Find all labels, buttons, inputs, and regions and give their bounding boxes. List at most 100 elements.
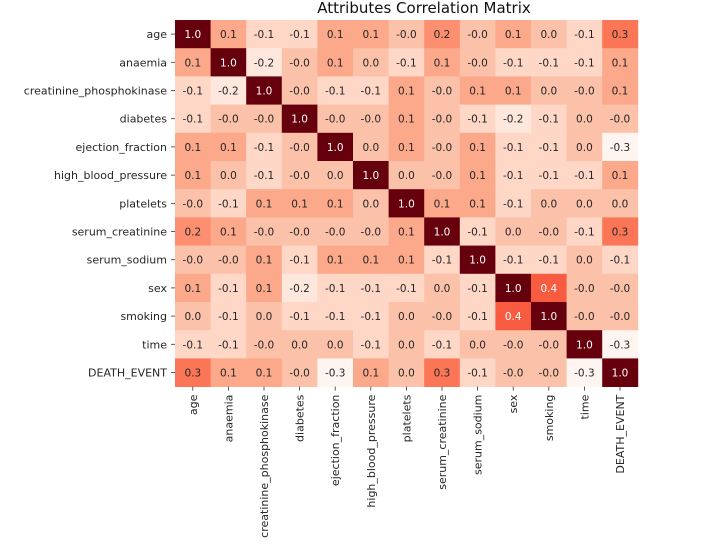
cell-value-label: -0.0 <box>574 86 595 98</box>
cell-value-label: 0.1 <box>398 114 415 126</box>
heatmap-cell <box>317 104 354 134</box>
heatmap-cell <box>210 245 247 275</box>
x-tick-label: creatinine_phosphokinase <box>258 394 271 537</box>
heatmap-cell <box>424 302 461 331</box>
cell-value-label: 0.1 <box>256 255 273 267</box>
heatmap-cell <box>424 330 461 359</box>
heatmap-cell <box>281 217 318 246</box>
heatmap-cell <box>459 20 496 49</box>
cell-value-label: -0.0 <box>218 114 239 126</box>
cell-value-label: -0.0 <box>539 227 560 239</box>
heatmap-cell <box>602 330 639 359</box>
cell-value-label: -0.1 <box>183 86 204 98</box>
y-tick-label: DEATH_EVENT <box>88 367 167 380</box>
heatmap-cell <box>459 76 496 105</box>
heatmap-cell <box>175 358 211 387</box>
cell-value-label: -0.0 <box>289 86 310 98</box>
heatmap-cell <box>566 132 603 162</box>
cell-value-label: 0.0 <box>540 198 557 210</box>
heatmap-cell <box>459 245 496 275</box>
heatmap-cell <box>281 330 318 359</box>
heatmap-cell <box>281 245 318 275</box>
heatmap-cell <box>566 189 603 218</box>
heatmap-cell <box>602 189 639 218</box>
cell-value-label: -0.2 <box>254 57 275 69</box>
cell-value-label: 0.1 <box>327 255 344 267</box>
heatmap-cell <box>281 189 318 218</box>
heatmap-cell <box>353 76 389 105</box>
heatmap-cell <box>353 302 389 331</box>
heatmap-cell <box>602 302 639 331</box>
heatmap-cell <box>210 358 247 387</box>
cell-value-label: -0.1 <box>539 57 560 69</box>
heatmap-cell <box>246 273 283 303</box>
x-tick-label: serum_sodium <box>472 395 485 475</box>
cell-value-label: -0.1 <box>574 29 595 41</box>
cell-value-label: -0.1 <box>254 29 275 41</box>
y-tick-label: time <box>142 338 167 351</box>
heatmap-cell <box>602 161 639 190</box>
cell-value-label: -0.1 <box>218 311 239 323</box>
cell-value-label: -0.1 <box>361 311 382 323</box>
cell-value-label: -0.1 <box>467 227 488 239</box>
cell-value-label: 0.1 <box>327 57 344 69</box>
cell-value-label: -0.0 <box>432 142 453 154</box>
cell-value-label: 0.3 <box>612 29 629 41</box>
cell-value-label: -0.1 <box>503 198 524 210</box>
cell-value-label: 0.0 <box>184 311 201 323</box>
heatmap-cell <box>388 273 425 303</box>
heatmap-cell <box>531 330 567 359</box>
heatmap-cell <box>175 217 211 246</box>
heatmap-cell <box>424 76 461 105</box>
heatmap-cell <box>495 132 532 162</box>
y-tick-label: ejection_fraction <box>76 141 167 154</box>
heatmap-cell <box>210 273 247 303</box>
heatmap-cell <box>531 20 567 49</box>
cell-value-label: 1.0 <box>256 86 273 98</box>
heatmap-cell <box>531 302 567 331</box>
cell-value-label: -0.1 <box>432 255 453 267</box>
cell-value-label: -0.0 <box>610 114 631 126</box>
cell-value-label: -0.1 <box>503 255 524 267</box>
heatmap-cell <box>353 189 389 218</box>
heatmap-cell <box>175 189 211 218</box>
heatmap-cell <box>459 330 496 359</box>
heatmap-cell <box>495 273 532 303</box>
heatmap-cell <box>317 76 354 105</box>
x-tick-label: diabetes <box>294 394 307 442</box>
heatmap-cell <box>388 104 425 134</box>
cell-value-label: -0.1 <box>467 368 488 380</box>
heatmap-cell <box>246 20 283 49</box>
heatmap-cell <box>495 189 532 218</box>
cell-value-label: -0.1 <box>289 255 310 267</box>
heatmap-cell <box>246 330 283 359</box>
heatmap-cells: 1.0 0.1 -0.1 -0.1 0.1 0.1 -0.0 0.2 -0.0 0.1 0.0 -0.… <box>175 20 639 387</box>
heatmap-cell <box>175 245 211 275</box>
y-tick-label: age <box>147 28 168 41</box>
heatmap-cell <box>495 358 532 387</box>
cell-value-label: 0.0 <box>362 142 379 154</box>
x-tick-label: high_blood_pressure <box>365 394 378 507</box>
heatmap-cell <box>388 161 425 190</box>
heatmap-cell <box>424 20 461 49</box>
heatmap-cell <box>424 358 461 387</box>
cell-value-label: -0.0 <box>432 311 453 323</box>
cell-value-label: -0.0 <box>467 29 488 41</box>
cell-value-label: -0.1 <box>218 198 239 210</box>
heatmap-cell <box>175 132 211 162</box>
cell-value-label: 0.0 <box>327 339 344 351</box>
cell-value-label: -0.1 <box>574 170 595 182</box>
heatmap-cell <box>388 189 425 218</box>
heatmap-cell <box>353 48 389 77</box>
x-tick-label: sex <box>507 394 520 413</box>
y-tick-label: diabetes <box>120 113 168 126</box>
cell-value-label: -0.1 <box>254 170 275 182</box>
cell-value-label: 0.0 <box>398 311 415 323</box>
heatmap-cell <box>210 217 247 246</box>
cell-value-label: 0.0 <box>540 86 557 98</box>
cell-value-label: -0.1 <box>539 170 560 182</box>
cell-value-label: -0.1 <box>218 339 239 351</box>
y-tick-label: high_blood_pressure <box>54 169 167 182</box>
heatmap-cell <box>495 161 532 190</box>
heatmap-cell <box>388 48 425 77</box>
